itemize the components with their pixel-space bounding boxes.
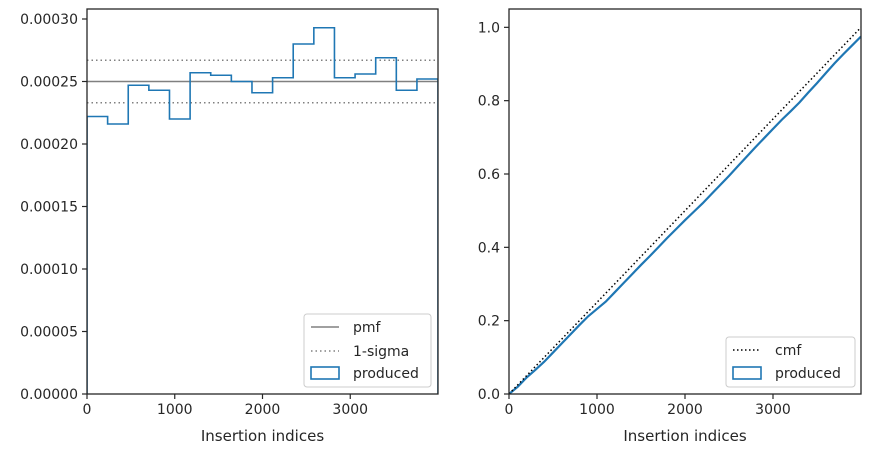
legend-produced-label: produced <box>353 366 419 382</box>
legend-cmf-label: cmf <box>775 343 802 359</box>
y-tick-label: 0.00015 <box>20 200 78 216</box>
y-tick-label: 0.6 <box>478 167 500 183</box>
y-tick-label: 0.8 <box>478 94 500 110</box>
plot-area <box>509 26 861 394</box>
legend-box <box>303 313 432 388</box>
x-tick-label: 1000 <box>157 402 193 418</box>
cmf-line <box>509 26 861 394</box>
x-tick-label: 3000 <box>755 402 791 418</box>
produced-step-series <box>87 26 438 394</box>
x-tick-label: 2000 <box>667 402 703 418</box>
legend: cmf produced <box>725 336 856 388</box>
legend-produced-label: produced <box>775 366 841 382</box>
x-tick-label: 2000 <box>245 402 281 418</box>
y-tick-label: 0.00025 <box>20 75 78 91</box>
y-tick-label: 0.00010 <box>20 262 78 278</box>
y-tick-label: 0.00005 <box>20 325 78 341</box>
x-axis-label: Insertion indices <box>623 427 746 445</box>
histogram-panel: 0 1000 2000 3000 0.00000 0.00005 0.00010 0.0001… <box>20 8 439 445</box>
x-axis-label: Insertion indices <box>201 427 324 445</box>
plot-background <box>509 9 861 394</box>
legend-pmf-label: pmf <box>353 320 382 336</box>
y-tick-label: 0.00030 <box>20 12 78 28</box>
x-tick-label: 1000 <box>579 402 615 418</box>
legend-sigma-label: 1-sigma <box>353 344 409 360</box>
x-tick-label: 0 <box>505 402 514 418</box>
y-tick-label: 0.2 <box>478 314 500 330</box>
produced-cumulative-series <box>509 35 861 394</box>
y-tick-label: 0.0 <box>478 387 500 403</box>
legend: pmf 1-sigma produced <box>303 313 432 388</box>
legend-produced-swatch <box>310 366 340 380</box>
y-tick-label: 1.0 <box>478 20 500 36</box>
legend-produced-swatch <box>732 366 762 380</box>
y-tick-label: 0.4 <box>478 240 500 256</box>
cumulative-panel: 0 1000 2000 3000 0.0 0.2 0.4 0.6 0.8 1.0 Insertion… <box>478 8 862 445</box>
plot-area <box>87 26 438 394</box>
x-tick-label: 3000 <box>332 402 368 418</box>
x-tick-label: 0 <box>83 402 92 418</box>
y-tick-label: 0.00000 <box>20 387 78 403</box>
y-tick-label: 0.00020 <box>20 137 78 153</box>
